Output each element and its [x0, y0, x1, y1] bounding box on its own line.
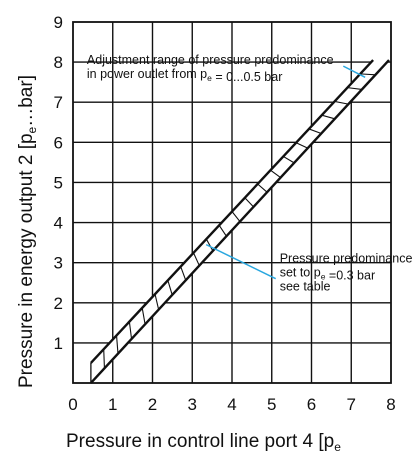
x-tick-label: 2	[148, 395, 157, 414]
annotations: Adjustment range of pressure predominanc…	[87, 53, 412, 294]
y-axis-title-main: Pressure in energy output 2 [p	[16, 133, 37, 388]
x-tick-label: 3	[188, 395, 197, 414]
x-axis-title-main: Pressure in control line port 4 [p	[66, 431, 334, 452]
hatch-line	[141, 307, 146, 325]
y-axis-title: Pressure in energy output 2 [pe…bar]	[16, 75, 39, 388]
annotation-2-line-1: Pressure predominance	[280, 252, 412, 266]
text-run: set to p	[280, 266, 321, 280]
annotation-2-pointer	[205, 243, 277, 280]
hatch-line	[154, 293, 160, 310]
annotation-1-pointer	[342, 65, 366, 79]
y-tick-label: 3	[54, 254, 63, 273]
x-axis-title: Pressure in control line port 4 [pe	[66, 431, 341, 454]
x-tick-label: 8	[386, 395, 395, 414]
y-tick-label: 7	[54, 93, 63, 112]
hatch-line	[103, 349, 105, 369]
text-run: = 0...0.5 bar	[212, 70, 283, 84]
hatch-line	[115, 335, 119, 354]
hatch-line	[205, 238, 214, 252]
annotation-1-line-2: in power outlet from pe = 0...0.5 bar	[87, 67, 282, 84]
grid	[72, 21, 392, 384]
y-tick-label: 6	[54, 133, 63, 152]
hatch-line	[128, 321, 133, 340]
subscript: e	[321, 272, 326, 282]
hatch-line	[308, 128, 322, 135]
text-run: =0.3 bar	[325, 269, 375, 283]
x-tick-label: 0	[68, 395, 77, 414]
hatch-line	[295, 142, 308, 149]
annotation-1-line-1: Adjustment range of pressure predominanc…	[87, 53, 334, 67]
hatch-line	[321, 114, 335, 120]
hatch-line	[257, 183, 268, 193]
y-tick-label: 5	[54, 173, 63, 192]
text-run: Pressure predominance	[280, 252, 412, 266]
annotation-2-line-3: see table	[280, 280, 331, 294]
y-tick-label: 8	[54, 53, 63, 72]
text-run: see table	[280, 280, 331, 294]
text-run: Adjustment range of pressure predominanc…	[87, 53, 334, 67]
axis-titles: Pressure in control line port 4 [pePress…	[16, 75, 341, 454]
x-tick-label: 1	[108, 395, 117, 414]
x-tick-label: 6	[307, 395, 316, 414]
text-run: in power outlet from p	[87, 67, 207, 81]
annotation-2-line-2: set to pe =0.3 bar	[280, 266, 375, 283]
hatch-line	[218, 224, 227, 237]
hatch-line	[193, 252, 200, 266]
tick-labels: 0 1 2 3 4 5 6 7 8 1 2 3 4 5 6 7 8 9	[54, 13, 396, 414]
y-tick-label: 2	[54, 294, 63, 313]
x-axis-title-sub: e	[334, 440, 341, 454]
series-line-2	[90, 59, 390, 384]
hatch-line	[347, 87, 362, 91]
x-tick-label: 7	[347, 395, 356, 414]
y-tick-label: 9	[54, 13, 63, 32]
hatch-line	[334, 100, 349, 105]
hatch-line	[270, 169, 281, 178]
hatch-line	[283, 155, 295, 164]
hatch-line	[244, 197, 254, 208]
hatch-line	[231, 211, 241, 222]
x-tick-label: 5	[267, 395, 276, 414]
y-tick-label: 1	[54, 334, 63, 353]
series-line-1	[90, 59, 374, 364]
x-tick-label: 4	[227, 395, 236, 414]
hatch-line	[180, 266, 187, 281]
hatch-line	[360, 73, 376, 76]
series-lines	[90, 59, 390, 384]
y-axis-title-sub: e	[25, 126, 39, 133]
y-axis-title-tail: …bar]	[16, 75, 37, 127]
subscript: e	[207, 73, 212, 83]
hatch-line	[167, 280, 173, 296]
y-tick-label: 4	[54, 214, 63, 233]
